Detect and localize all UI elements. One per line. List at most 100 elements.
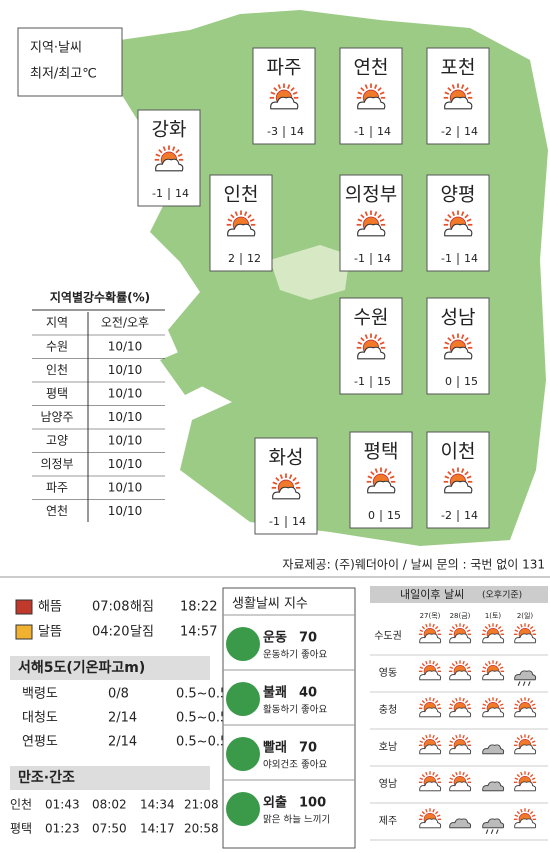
west-sea-text: 0/8 bbox=[108, 687, 129, 702]
cloud bbox=[155, 158, 184, 172]
sun-ray bbox=[462, 660, 465, 665]
life-name: 운동 bbox=[263, 631, 287, 646]
sun-moon-text: 07:08 bbox=[92, 600, 129, 615]
sun-ray bbox=[482, 629, 487, 633]
sun-ray bbox=[425, 623, 428, 628]
cloud bbox=[444, 96, 473, 110]
sun-ray bbox=[360, 87, 365, 92]
cloud bbox=[357, 223, 386, 237]
table-value: 10/10 bbox=[108, 387, 143, 401]
west-sea-text: 백령도 bbox=[22, 687, 58, 702]
sun-ray bbox=[531, 740, 536, 744]
sun-ray bbox=[419, 740, 424, 744]
weather-icon bbox=[418, 808, 442, 829]
sun-ray bbox=[155, 153, 161, 157]
sun-ray bbox=[421, 774, 426, 778]
life-value: 40 bbox=[299, 686, 317, 701]
temp-low: -1 bbox=[354, 252, 365, 265]
sun-ray bbox=[529, 626, 534, 630]
sun-ray bbox=[419, 629, 424, 633]
tides-text: 08:02 bbox=[92, 798, 127, 812]
rain bbox=[495, 829, 499, 834]
sun-ray bbox=[373, 334, 378, 339]
sun-ray bbox=[484, 700, 489, 704]
sun-ray bbox=[357, 91, 363, 95]
temp-low: 0 bbox=[368, 509, 375, 522]
sun-ray bbox=[425, 771, 428, 776]
west-sea-text: 0.5~0.5 bbox=[176, 687, 228, 702]
sun-ray bbox=[158, 149, 163, 154]
weather-icon bbox=[366, 467, 396, 494]
sun-ray bbox=[495, 660, 498, 665]
sun-ray bbox=[514, 703, 519, 707]
sun-ray bbox=[529, 774, 534, 778]
weather-icon bbox=[513, 623, 537, 644]
legend-box bbox=[17, 27, 123, 97]
sun-ray bbox=[516, 811, 521, 815]
cloud bbox=[419, 670, 442, 681]
sun-ray bbox=[495, 623, 498, 628]
cloud bbox=[419, 781, 442, 792]
table-region: 인천 bbox=[46, 362, 68, 377]
weather-icon bbox=[356, 333, 386, 360]
sun-ray bbox=[484, 663, 489, 667]
city-name: 성남 bbox=[441, 307, 476, 329]
life-icon bbox=[226, 792, 260, 826]
table-value: 10/10 bbox=[108, 340, 143, 354]
sun-ray bbox=[460, 468, 465, 473]
sun-ray bbox=[286, 84, 291, 89]
sun-ray bbox=[432, 771, 435, 776]
sun-ray bbox=[162, 146, 167, 151]
sun-ray bbox=[436, 740, 441, 744]
city-name: 연천 bbox=[354, 57, 389, 79]
life-icon bbox=[226, 682, 260, 716]
sun-ray bbox=[514, 814, 519, 818]
sun-ray bbox=[377, 87, 382, 92]
tides-text: 01:23 bbox=[45, 822, 80, 836]
sun-ray bbox=[449, 629, 454, 633]
west-sea-text: 0.5~0.5 bbox=[176, 711, 228, 726]
sun-moon-icon bbox=[15, 624, 33, 640]
temp-high: 15 bbox=[387, 509, 401, 522]
section-header bbox=[10, 766, 210, 790]
sun-ray bbox=[272, 481, 278, 485]
sun-ray bbox=[482, 666, 487, 670]
sun-ray bbox=[425, 660, 428, 665]
forecast-region: 호남 bbox=[379, 741, 397, 753]
forecast-region: 제주 bbox=[379, 815, 397, 827]
table-value: 10/10 bbox=[108, 434, 143, 448]
cloud bbox=[419, 818, 442, 829]
sun-ray bbox=[466, 629, 471, 633]
sun-ray bbox=[436, 629, 441, 633]
cloud bbox=[514, 633, 537, 644]
sun-ray bbox=[444, 91, 450, 95]
sun-ray bbox=[451, 700, 456, 704]
sun-ray bbox=[464, 626, 469, 630]
sun-ray bbox=[514, 740, 519, 744]
sun-moon-text: 해뜸 bbox=[38, 600, 62, 615]
sun-ray bbox=[449, 740, 454, 744]
forecast-day: 28(금) bbox=[450, 612, 471, 620]
sun-ray bbox=[520, 771, 523, 776]
sun-ray bbox=[294, 481, 300, 485]
weather-icon bbox=[418, 771, 442, 792]
temp-high: 14 bbox=[377, 252, 391, 265]
weather-icon bbox=[226, 210, 256, 237]
sun-ray bbox=[527, 808, 530, 813]
weather-icon bbox=[482, 744, 505, 755]
sun-ray bbox=[434, 663, 439, 667]
sun-ray bbox=[527, 697, 530, 702]
weather-icon bbox=[481, 697, 505, 718]
cloud bbox=[482, 818, 505, 829]
sun-ray bbox=[421, 663, 426, 667]
sun-ray bbox=[527, 734, 530, 739]
temp-low: -3 bbox=[267, 125, 278, 138]
sun-ray bbox=[373, 211, 378, 216]
temp-high: 14 bbox=[175, 187, 189, 200]
life-name: 외출 bbox=[263, 795, 287, 811]
sun-ray bbox=[379, 91, 385, 95]
sun-ray bbox=[520, 734, 523, 739]
sun-ray bbox=[292, 477, 297, 482]
sun-ray bbox=[499, 703, 504, 707]
